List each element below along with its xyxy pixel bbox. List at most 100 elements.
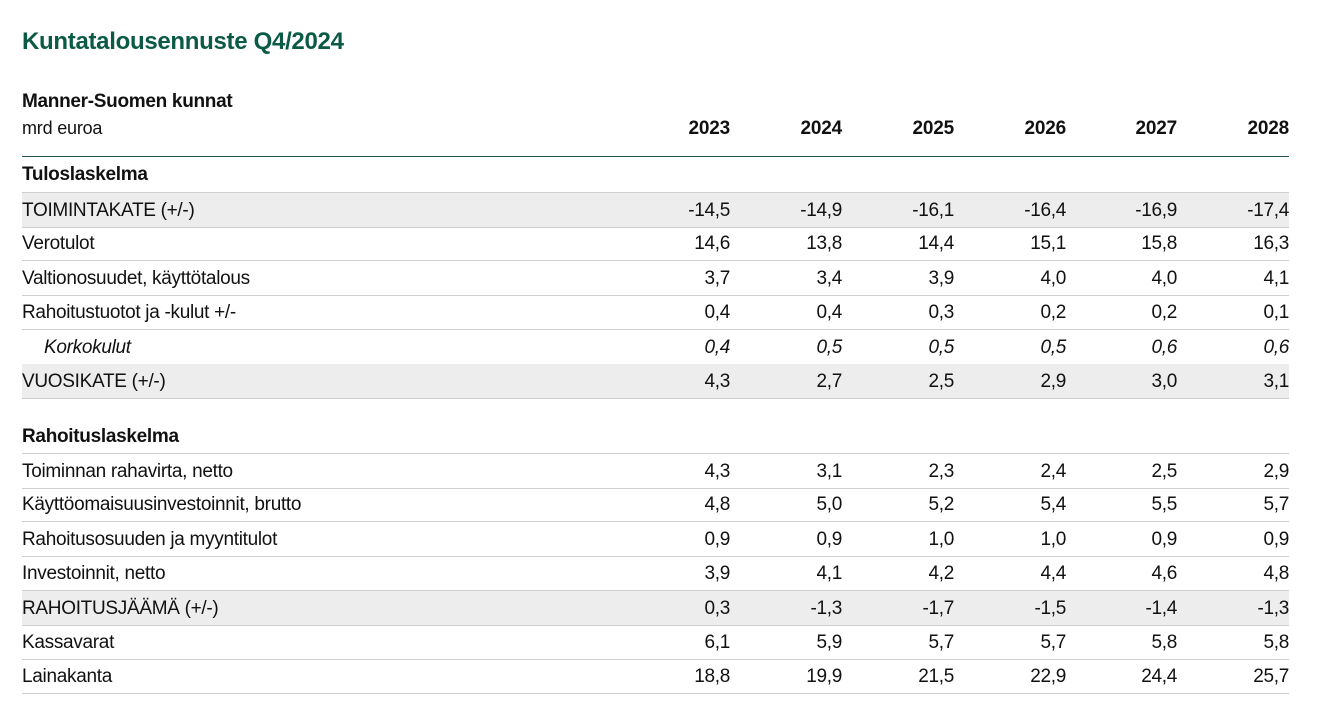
table-cell-2024: 4,1 [816,563,842,585]
table-cell-2026: 4,0 [1040,267,1066,289]
row-label: TOIMINTAKATE (+/-) [22,200,195,221]
row-label: RAHOITUSJÄÄMÄ (+/-) [22,597,219,619]
table-cell-2023: 3,9 [704,563,730,585]
table-cell-2024: 0,5 [816,336,842,358]
year-header-2027: 2027 [1135,118,1178,139]
table-cell-2023: 4,3 [704,371,730,392]
row-label: VUOSIKATE (+/-) [22,371,166,392]
row-label: Kassavarat [22,632,115,653]
table-cell-2023: 0,9 [704,528,730,550]
table-cell-2025: 0,5 [928,336,954,358]
table-row: Kassavarat 6,1 5,9 5,7 5,7 5,8 5,8 [22,625,1289,660]
table-cell-2024: -14,9 [800,200,842,221]
table-cell-2026: 22,9 [1030,666,1066,688]
table-cell-2026: 0,5 [1040,336,1066,358]
table-cell-2024: 5,9 [816,632,842,653]
year-header-row: 2023 2024 2025 2026 2027 2028 [0,118,1320,144]
row-label: Investoinnit, netto [22,563,166,585]
year-header-2023: 2023 [688,118,731,139]
table-cell-2023: 14,6 [694,233,730,255]
table-cell-2025: 0,3 [928,302,954,324]
table-cell-2023: 6,1 [704,632,730,653]
table-row: Toiminnan rahavirta, netto 4,3 3,1 2,3 2,4 2,… [22,453,1289,489]
table-cell-2028: 3,1 [1263,371,1289,392]
row-label: Käyttöomaisuusinvestoinnit, brutto [22,494,302,516]
table-row: Valtionosuudet, käyttötalous 3,7 3,4 3,9 4,0… [22,261,1289,296]
table-cell-2028: 0,9 [1263,528,1289,550]
row-label: Rahoitustuotot ja -kulut +/- [22,302,236,324]
year-header-2024: 2024 [800,118,843,139]
unit-label: mrd euroa [22,118,103,138]
table-cell-2024: -1,3 [810,597,842,619]
table-cell-2027: -16,9 [1135,200,1177,221]
row-label: Korkokulut [44,336,131,358]
row-label: Verotulot [22,233,95,255]
table-row: TOIMINTAKATE (+/-) -14,5 -14,9 -16,1 -16,4 -1… [22,192,1289,228]
table-cell-2023: 4,3 [704,461,730,482]
table-cell-2025: 3,9 [928,267,954,289]
header-rule [22,156,1289,157]
table-cell-2028: 4,1 [1263,267,1289,289]
table-cell-2028: 5,8 [1263,632,1289,653]
table-cell-2026: 2,4 [1040,461,1066,482]
table-cell-2023: -14,5 [688,200,730,221]
table-cell-2026: 4,4 [1040,563,1066,585]
table-cell-2023: 0,3 [704,597,730,619]
table-cell-2025: -16,1 [912,200,954,221]
table-row: Käyttöomaisuusinvestoinnit, brutto 4,8 5,0… [22,487,1289,523]
table-cell-2028: 0,6 [1263,336,1289,358]
table-cell-2028: 2,9 [1263,461,1289,482]
table-cell-2025: 2,3 [928,461,954,482]
table-cell-2025: 4,2 [928,563,954,585]
table-cell-2024: 0,9 [816,528,842,550]
table-cell-2028: -1,3 [1257,597,1289,619]
table-row: RAHOITUSJÄÄMÄ (+/-) 0,3 -1,3 -1,7 -1,5 -1,4 -1… [22,590,1289,626]
table-row: VUOSIKATE (+/-) 4,3 2,7 2,5 2,9 3,0 3,1 [22,364,1289,399]
year-header-2026: 2026 [1024,118,1067,139]
table-cell-2027: -1,4 [1145,597,1177,619]
table-cell-2025: 14,4 [918,233,954,255]
table-cell-2028: 16,3 [1253,233,1289,255]
table-cell-2028: -17,4 [1247,200,1289,221]
table-cell-2023: 4,8 [704,494,730,516]
table-row: Rahoitustuotot ja -kulut +/- 0,4 0,4 0,3 0,2… [22,295,1289,331]
year-header-2028: 2028 [1247,118,1290,139]
table-cell-2028: 0,1 [1263,302,1289,324]
table-cell-2027: 5,8 [1151,632,1177,653]
table-cell-2026: -16,4 [1024,200,1066,221]
table-cell-2023: 0,4 [704,336,730,358]
table-cell-2025: 2,5 [928,371,954,392]
table-cell-2027: 0,2 [1151,302,1177,324]
table-row: Verotulot 14,6 13,8 14,4 15,1 15,8 16,3 [22,226,1289,262]
table-cell-2025: 5,7 [928,632,954,653]
table-cell-2026: 1,0 [1040,528,1066,550]
row-label: Valtionosuudet, käyttötalous [22,267,250,289]
table-cell-2026: 5,4 [1040,494,1066,516]
table-cell-2027: 2,5 [1151,461,1177,482]
table-cell-2025: 21,5 [918,666,954,688]
table-cell-2023: 18,8 [694,666,730,688]
table-cell-2027: 3,0 [1151,371,1177,392]
table-cell-2028: 4,8 [1263,563,1289,585]
table-cell-2025: -1,7 [922,597,954,619]
table-cell-2024: 3,4 [816,267,842,289]
table-cell-2028: 25,7 [1253,666,1289,688]
table-cell-2024: 13,8 [806,233,842,255]
table-cell-2026: 2,9 [1040,371,1066,392]
year-header-2025: 2025 [912,118,955,139]
table-cell-2026: 5,7 [1040,632,1066,653]
row-label: Toiminnan rahavirta, netto [22,461,233,482]
table-cell-2025: 5,2 [928,494,954,516]
table-cell-2027: 0,9 [1151,528,1177,550]
table-row: Rahoitusosuuden ja myyntitulot 0,9 0,9 1,0 1… [22,522,1289,557]
section-heading-0: Tuloslaskelma [22,164,148,185]
table-cell-2024: 0,4 [816,302,842,324]
table-cell-2027: 4,6 [1151,563,1177,585]
table-row: Korkokulut 0,4 0,5 0,5 0,5 0,6 0,6 [22,330,1289,365]
section-heading-1: Rahoituslaskelma [22,426,179,447]
table-subtitle: Manner-Suomen kunnat [22,91,233,112]
table-cell-2027: 15,8 [1141,233,1177,255]
table-cell-2024: 3,1 [816,461,842,482]
table-cell-2027: 0,6 [1151,336,1177,358]
